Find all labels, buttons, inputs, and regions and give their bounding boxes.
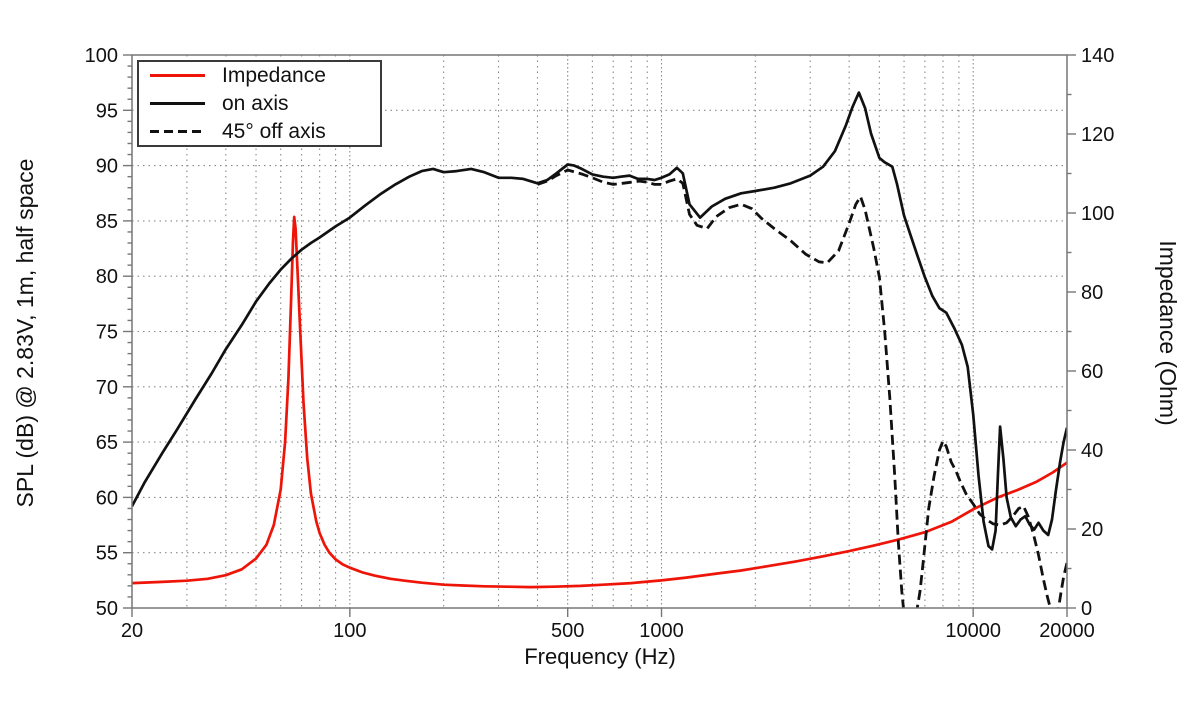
y-left-tick-label: 75 [96, 322, 118, 344]
y-right-tick-label: 40 [1081, 440, 1103, 462]
y-left-axis-title: SPL (dB) @ 2.83V, 1m, half space [12, 158, 38, 508]
y-right-tick-label: 140 [1081, 45, 1114, 67]
legend-item-off-axis: 45° off axis [139, 118, 380, 146]
series-45-off-axis [537, 168, 1067, 608]
off-axis-line-sample [150, 130, 205, 133]
y-left-tick-label: 85 [96, 211, 118, 233]
legend-label: Impedance [222, 63, 326, 87]
impedance-line-sample [150, 74, 205, 77]
y-right-tick-label: 120 [1081, 124, 1114, 146]
grid-lines [132, 55, 1067, 608]
x-axis-title: Frequency (Hz) [524, 644, 676, 669]
y-left-tick-label: 90 [96, 156, 118, 178]
y-right-tick-label: 0 [1081, 598, 1092, 620]
y-right-tick-label: 60 [1081, 361, 1103, 383]
legend-label: 45° off axis [222, 119, 326, 143]
y-left-tick-label: 95 [96, 100, 118, 122]
y-right-axis-title: Impedance (Ohm) [1155, 240, 1181, 426]
y-left-tick-label: 50 [96, 598, 118, 620]
x-tick-label: 20 [121, 620, 143, 642]
series-on-axis [132, 91, 1067, 551]
x-tick-label: 500 [551, 620, 584, 642]
y-left-tick-label: 100 [85, 45, 118, 67]
legend-item-impedance: Impedance [139, 62, 380, 90]
y-right-tick-label: 20 [1081, 519, 1103, 541]
on-axis-line-sample [150, 102, 205, 105]
y-left-tick-label: 55 [96, 543, 118, 565]
y-left-tick-label: 80 [96, 266, 118, 288]
series-group [132, 91, 1067, 608]
y-left-tick-label: 60 [96, 487, 118, 509]
axis-ticks [123, 54, 1076, 617]
y-left-tick-label: 70 [96, 377, 118, 399]
y-right-tick-label: 100 [1081, 203, 1114, 225]
y-left-tick-label: 65 [96, 432, 118, 454]
tick-labels: 20 100 500 1000 10000 20000505560657075808590… [85, 45, 1115, 642]
legend-label: on axis [222, 91, 289, 115]
series-impedance [132, 215, 1067, 589]
x-tick-label: 20000 [1039, 620, 1095, 642]
legend-item-on-axis: on axis [139, 90, 380, 118]
chart-legend: Impedance on axis 45° off axis [137, 60, 382, 147]
x-tick-label: 100 [333, 620, 366, 642]
x-tick-label: 10000 [945, 620, 1001, 642]
y-right-tick-label: 80 [1081, 282, 1103, 304]
x-tick-label: 1000 [639, 620, 684, 642]
